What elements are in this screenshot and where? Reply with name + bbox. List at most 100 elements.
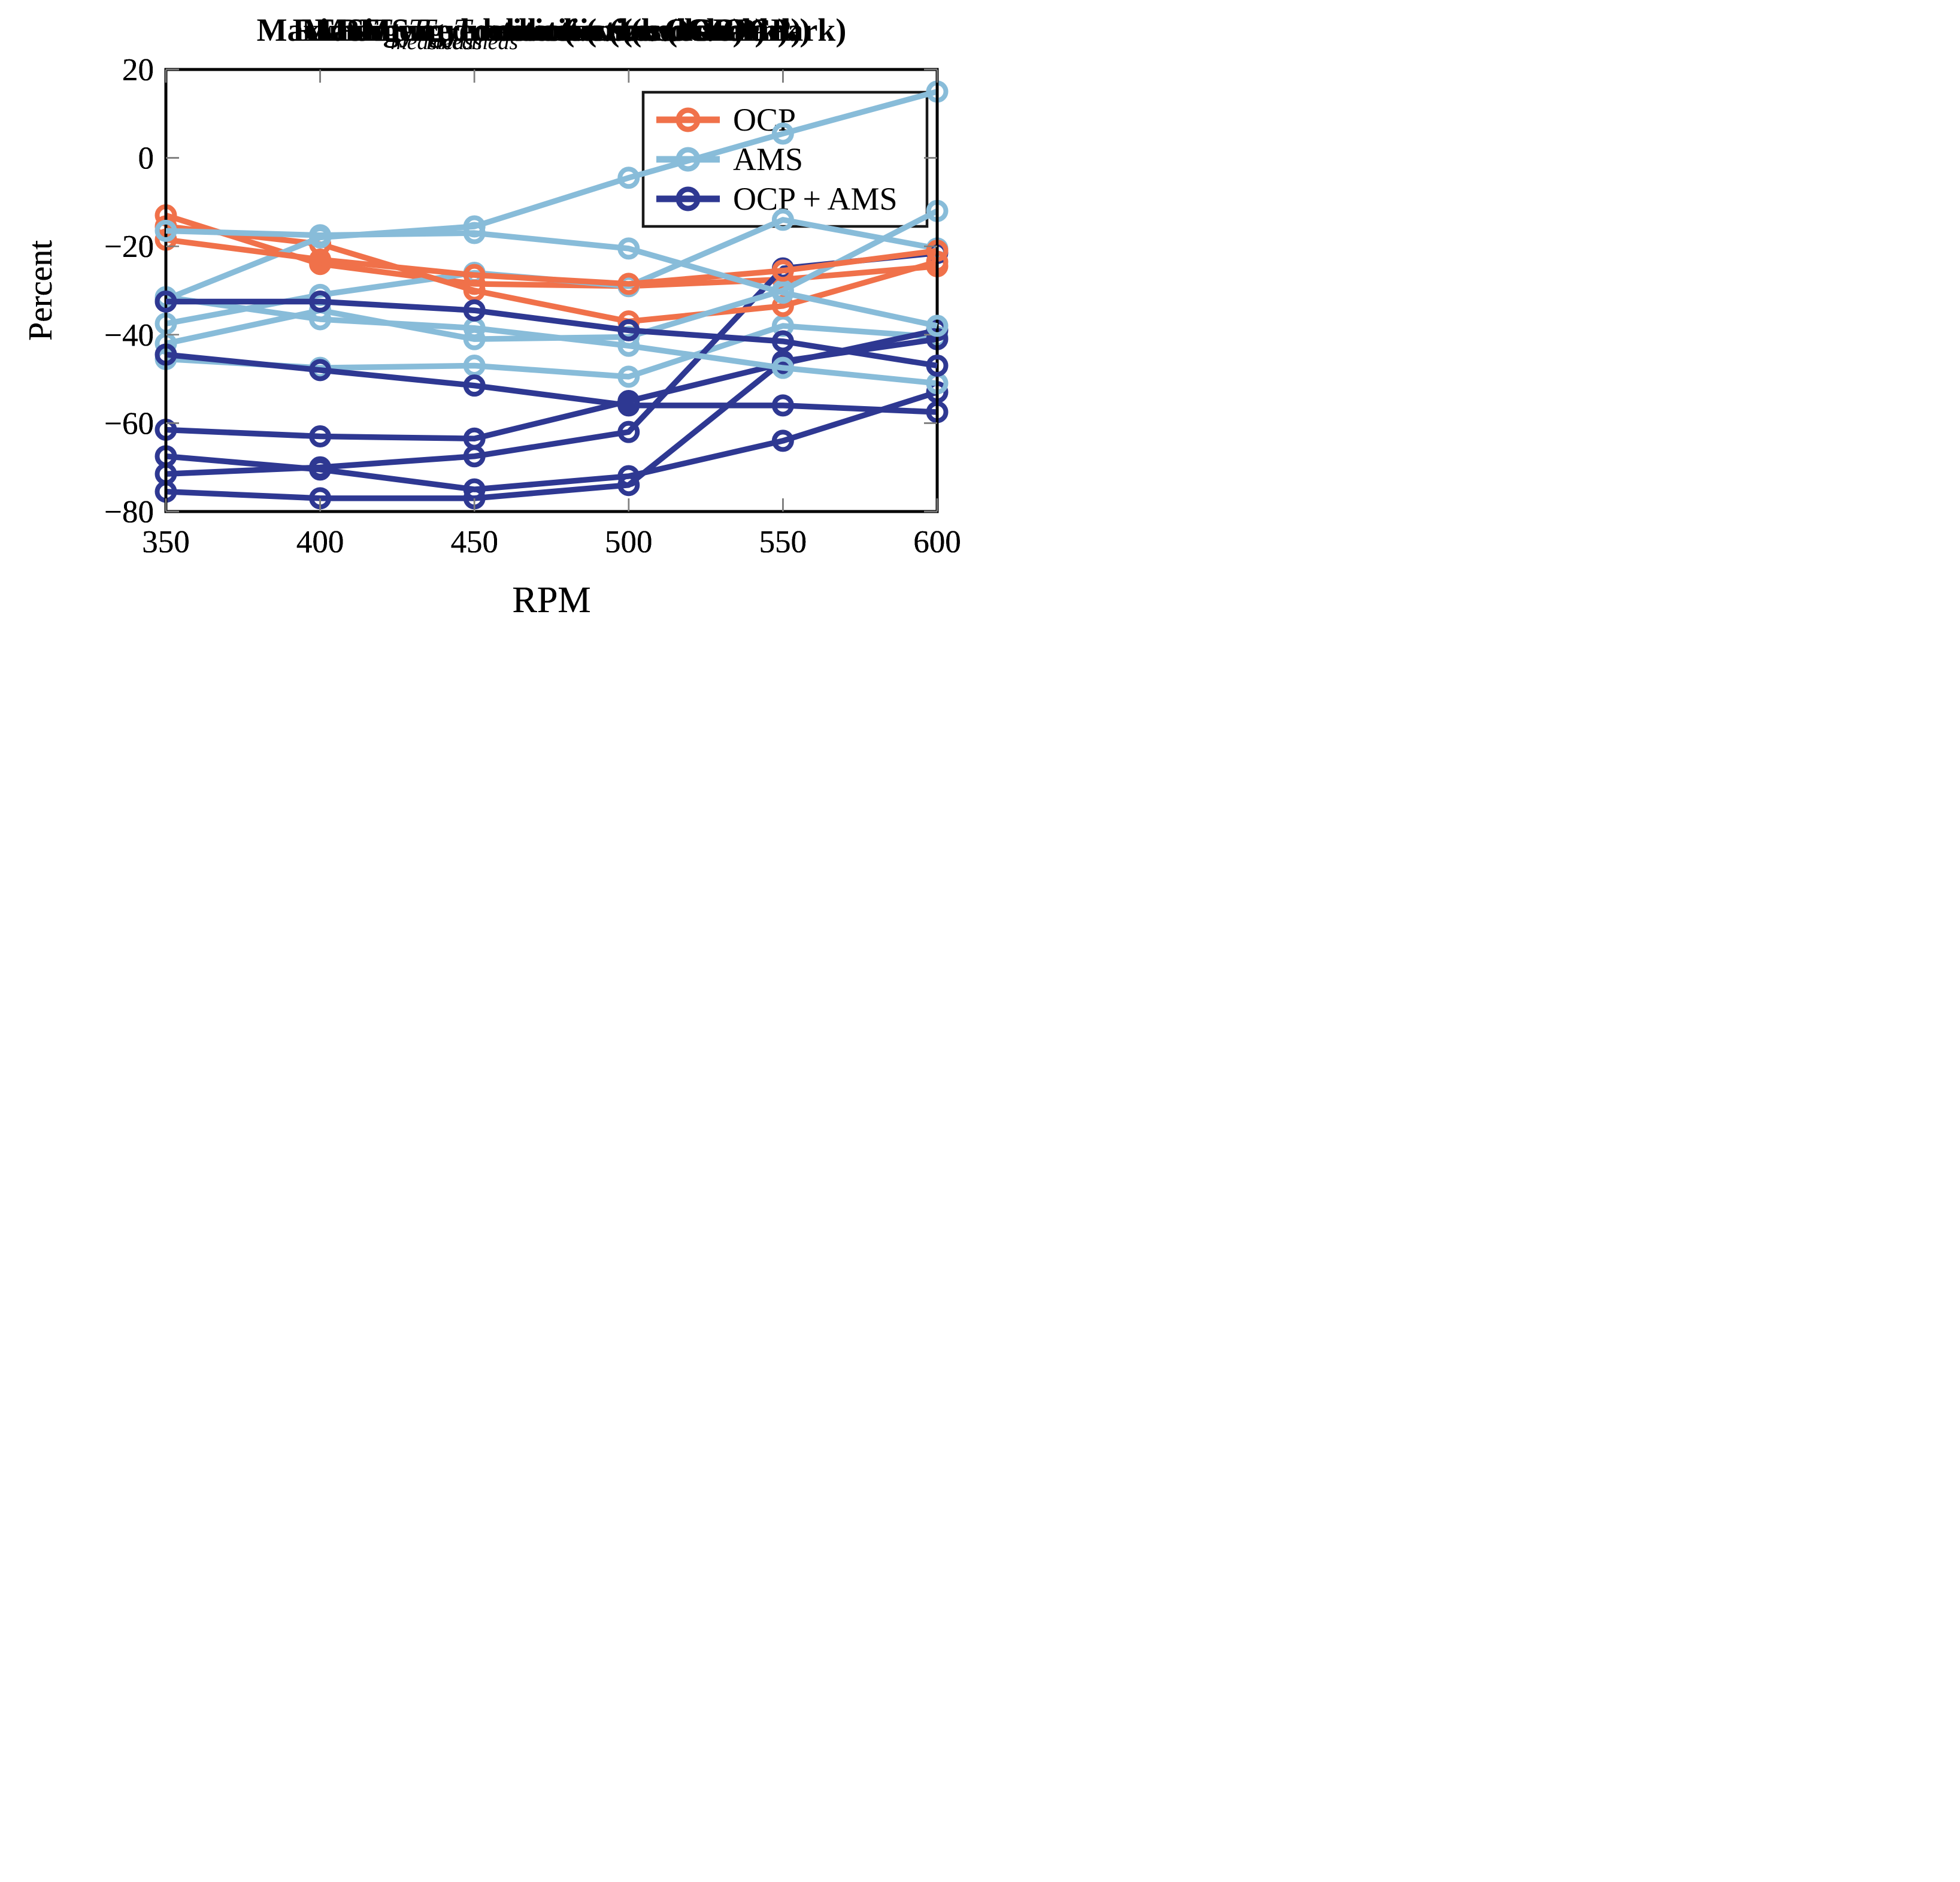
y-tick-label: −60 (104, 406, 154, 441)
y-tick-label: −60 (104, 406, 154, 441)
tick-marks (165, 68, 938, 513)
x-tick-label: 350 (142, 525, 190, 559)
chart-title-part: T (372, 12, 393, 48)
data-point-marker (771, 394, 794, 417)
x-axis-label: RPM (513, 580, 591, 621)
chart-energy-vs-ocp: Energy reduction (vs. OCP) 20 0 −20 −40 −60 −8… (24, 10, 1004, 637)
x-tick-label: 550 (759, 525, 807, 559)
y-axis-label: Percent (24, 240, 59, 341)
x-axis-label: RPM (513, 580, 591, 621)
x-tick-label: 550 (759, 525, 807, 559)
chart-title-part: Energy reduction (vs. benchmark) (315, 12, 789, 48)
data-point-marker (463, 478, 486, 501)
series-line (165, 294, 938, 386)
chart-title: Maximum Tmeas reduction (vs. OCP) (302, 12, 802, 55)
legend-swatch-marker (675, 107, 701, 132)
x-tick-label: 500 (605, 525, 653, 559)
y-tick-label: −80 (104, 495, 154, 529)
y-tick-label: −40 (104, 318, 154, 353)
y-axis-label: Percent (24, 240, 59, 341)
x-tick-label: 400 (296, 525, 344, 559)
x-tick-label: 350 (142, 525, 190, 559)
data-point-marker (617, 273, 640, 295)
y-tick-label: −80 (104, 495, 154, 529)
chart-title-part: T (408, 12, 429, 48)
data-point-marker (155, 219, 177, 242)
y-tick-label: 20 (122, 53, 154, 87)
legend-label: OCP + AMS (733, 181, 898, 217)
data-point-marker (463, 427, 486, 450)
x-tick-label: 600 (913, 525, 961, 559)
x-tick-label: 400 (296, 525, 344, 559)
x-tick-label: 600 (913, 525, 961, 559)
chart-title: RMS Tmeas reduction (vs. OCP) (338, 12, 766, 55)
data-point-marker (617, 365, 640, 388)
series-line (165, 89, 938, 302)
x-tick-label: 500 (605, 525, 653, 559)
x-tick-label: 350 (142, 525, 190, 559)
chart-title-part: Energy reduction (vs. OCP) (360, 12, 744, 48)
x-tick-label: 550 (759, 525, 807, 559)
x-axis-label: RPM (513, 580, 591, 621)
x-tick-label: 500 (605, 525, 653, 559)
x-tick-label: 450 (450, 525, 498, 559)
chart-title-part: RMS (293, 12, 373, 48)
chart-title: Maximum Tmeas reduction (vs. benchmark) (257, 12, 847, 55)
data-point-marker (463, 264, 486, 286)
series-line (166, 298, 938, 369)
x-tick-label: 350 (142, 525, 190, 559)
chart-title-part: reduction (vs. benchmark) (473, 12, 846, 48)
x-tick-label: 450 (450, 525, 498, 559)
data-point-marker (463, 374, 486, 397)
data-point-marker (309, 359, 332, 382)
legend-swatch-marker (675, 186, 701, 211)
chart-title-part: meas (426, 29, 473, 55)
x-tick-label: 450 (450, 525, 498, 559)
data-point-marker (771, 259, 794, 282)
data-point-marker (617, 394, 640, 417)
chart-title: Energy reduction (vs. OCP) (360, 12, 744, 48)
x-tick-label: 550 (759, 525, 807, 559)
y-tick-label: −20 (104, 229, 154, 264)
y-tick-label: 0 (138, 141, 155, 176)
y-tick-label: 0 (138, 141, 155, 176)
x-tick-label: 400 (296, 525, 344, 559)
y-tick-label: 0 (138, 141, 155, 176)
y-tick-label: 20 (122, 53, 154, 87)
y-tick-label: 0 (138, 141, 155, 176)
x-tick-label: 450 (450, 525, 498, 559)
chart-title-part: RMS (338, 12, 418, 48)
x-tick-label: 500 (605, 525, 653, 559)
y-tick-label: 20 (122, 53, 154, 87)
plot-frame (164, 68, 939, 513)
y-tick-label: −40 (104, 318, 154, 353)
chart-title-part: reduction (vs. OCP) (518, 12, 801, 48)
y-tick-label: −60 (104, 406, 154, 441)
chart-title-part: T (453, 12, 474, 48)
y-tick-label: −40 (104, 318, 154, 353)
data-point-marker (309, 458, 332, 481)
y-axis-label: Percent (24, 240, 59, 341)
x-tick-label: 600 (913, 525, 961, 559)
x-tick-label: 600 (913, 525, 961, 559)
chart-title-part: Maximum (257, 12, 408, 48)
y-tick-label: −80 (104, 495, 154, 529)
x-tick-label: 500 (605, 525, 653, 559)
chart-title-part: T (417, 12, 438, 48)
chart-title: Energy reduction (vs. benchmark) (315, 12, 789, 48)
x-tick-label: 600 (913, 525, 961, 559)
series-ocp-ams (155, 290, 949, 377)
y-tick-label: −80 (104, 495, 154, 529)
x-tick-label: 450 (450, 525, 498, 559)
data-point-marker (617, 167, 640, 189)
x-tick-label: 600 (913, 525, 961, 559)
y-tick-label: −60 (104, 406, 154, 441)
data-point-marker (771, 356, 794, 379)
data-point-marker (155, 290, 177, 313)
x-tick-label: 550 (759, 525, 807, 559)
data-point-marker (771, 122, 794, 145)
data-point-marker (771, 330, 794, 353)
x-tick-label: 400 (296, 525, 344, 559)
series-line (165, 237, 938, 287)
x-axis-label: RPM (513, 580, 591, 621)
